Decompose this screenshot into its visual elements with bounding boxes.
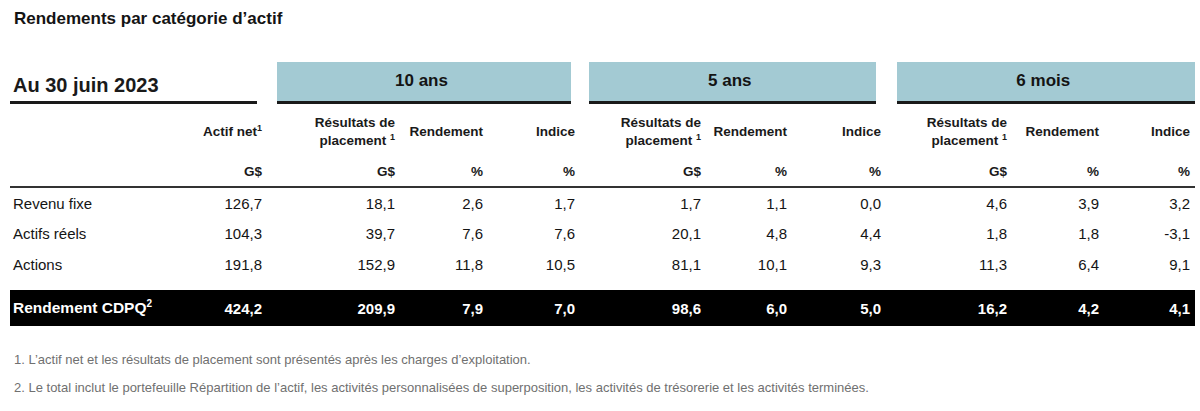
cell-rendement-5ans: 1,1 — [706, 187, 792, 218]
total-resultats-5ans: 98,6 — [580, 290, 706, 326]
col-header-indice-6mois: Indice — [1104, 102, 1195, 157]
cell-resultats-5ans: 81,1 — [580, 249, 706, 280]
total-indice-10ans: 7,0 — [488, 290, 580, 326]
unit-resultats-5ans: G$ — [580, 157, 706, 187]
spacer-cell — [10, 280, 1195, 290]
row-label: Revenu fixe — [10, 187, 178, 218]
total-resultats-6mois: 16,2 — [886, 290, 1012, 326]
unit-actif-net: G$ — [178, 157, 267, 187]
footnote-marker: 1 — [1002, 132, 1007, 142]
cell-resultats-10ans: 18,1 — [267, 187, 400, 218]
empty-header-cell — [10, 102, 178, 157]
cell-resultats-6mois: 4,6 — [886, 187, 1012, 218]
cell-rendement-5ans: 4,8 — [706, 218, 792, 249]
col-header-resultats-5ans: Résultats de placement 1 — [580, 102, 706, 157]
page-title: Rendements par catégorie d’actif — [14, 9, 1200, 29]
cell-resultats-5ans: 20,1 — [580, 218, 706, 249]
footnotes: 1. L’actif net et les résultats de place… — [14, 352, 1200, 395]
cell-actif-net: 126,7 — [178, 187, 267, 218]
total-label-text: Rendement CDPQ — [13, 299, 147, 316]
footnote-2: 2. Le total inclut le portefeuille Répar… — [14, 380, 1200, 395]
cell-resultats-5ans: 1,7 — [580, 187, 706, 218]
cell-rendement-6mois: 1,8 — [1012, 218, 1104, 249]
row-label: Actions — [10, 249, 178, 280]
cell-rendement-10ans: 11,8 — [400, 249, 488, 280]
cell-rendement-10ans: 2,6 — [400, 187, 488, 218]
unit-rendement-6mois: % — [1012, 157, 1104, 187]
col-header-label: Résultats de placement — [621, 115, 701, 148]
cell-actif-net: 104,3 — [178, 218, 267, 249]
spacer-row — [10, 280, 1195, 290]
col-header-rendement-6mois: Rendement — [1012, 102, 1104, 157]
cell-indice-10ans: 7,6 — [488, 218, 580, 249]
period-band-5-ans: 5 ans — [580, 62, 886, 102]
total-resultats-10ans: 209,9 — [267, 290, 400, 326]
cell-rendement-6mois: 6,4 — [1012, 249, 1104, 280]
unit-rendement-10ans: % — [400, 157, 488, 187]
total-row-label: Rendement CDPQ2 — [10, 290, 178, 326]
col-header-label: Résultats de placement — [927, 115, 1007, 148]
col-header-label: Résultats de placement — [315, 115, 395, 148]
col-header-resultats-6mois: Résultats de placement 1 — [886, 102, 1012, 157]
total-rendement-6mois: 4,2 — [1012, 290, 1104, 326]
col-header-indice-10ans: Indice — [488, 102, 580, 157]
cell-indice-6mois: -3,1 — [1104, 218, 1195, 249]
footnote-marker: 1 — [390, 132, 395, 142]
cell-indice-5ans: 4,4 — [792, 218, 886, 249]
footnote-marker: 1 — [696, 132, 701, 142]
cell-resultats-6mois: 1,8 — [886, 218, 1012, 249]
row-label: Actifs réels — [10, 218, 178, 249]
total-rendement-10ans: 7,9 — [400, 290, 488, 326]
unit-indice-5ans: % — [792, 157, 886, 187]
col-header-rendement-10ans: Rendement — [400, 102, 488, 157]
cell-indice-10ans: 10,5 — [488, 249, 580, 280]
total-rendement-5ans: 6,0 — [706, 290, 792, 326]
cell-indice-10ans: 1,7 — [488, 187, 580, 218]
footnote-marker: 2 — [147, 298, 153, 309]
col-header-actif-net: Actif net1 — [178, 102, 267, 157]
period-header-row: Au 30 juin 2023 10 ans 5 ans 6 mois — [10, 62, 1195, 102]
cell-indice-6mois: 3,2 — [1104, 187, 1195, 218]
table-row-revenu-fixe: Revenu fixe 126,7 18,1 2,6 1,7 1,7 1,1 0… — [10, 187, 1195, 218]
cell-actif-net: 191,8 — [178, 249, 267, 280]
cell-indice-6mois: 9,1 — [1104, 249, 1195, 280]
cell-rendement-10ans: 7,6 — [400, 218, 488, 249]
unit-indice-10ans: % — [488, 157, 580, 187]
total-row-rendement-cdpq: Rendement CDPQ2 424,2 209,9 7,9 7,0 98,6… — [10, 290, 1195, 326]
cell-rendement-6mois: 3,9 — [1012, 187, 1104, 218]
total-indice-5ans: 5,0 — [792, 290, 886, 326]
date-label: Au 30 juin 2023 — [10, 62, 267, 102]
unit-indice-6mois: % — [1104, 157, 1195, 187]
col-header-indice-5ans: Indice — [792, 102, 886, 157]
unit-rendement-5ans: % — [706, 157, 792, 187]
period-band-10-ans: 10 ans — [267, 62, 580, 102]
table-row-actifs-reels: Actifs réels 104,3 39,7 7,6 7,6 20,1 4,8… — [10, 218, 1195, 249]
cell-resultats-10ans: 39,7 — [267, 218, 400, 249]
col-header-rendement-5ans: Rendement — [706, 102, 792, 157]
footnote-1: 1. L’actif net et les résultats de place… — [14, 352, 1200, 367]
column-header-row: Actif net1 Résultats de placement 1 Rend… — [10, 102, 1195, 157]
table-row-actions: Actions 191,8 152,9 11,8 10,5 81,1 10,1 … — [10, 249, 1195, 280]
period-band-6-mois: 6 mois — [886, 62, 1195, 102]
cell-indice-5ans: 9,3 — [792, 249, 886, 280]
unit-resultats-6mois: G$ — [886, 157, 1012, 187]
cell-rendement-5ans: 10,1 — [706, 249, 792, 280]
cell-indice-5ans: 0,0 — [792, 187, 886, 218]
total-indice-6mois: 4,1 — [1104, 290, 1195, 326]
cell-resultats-6mois: 11,3 — [886, 249, 1012, 280]
unit-row: G$ G$ % % G$ % % G$ % % — [10, 157, 1195, 187]
returns-table: Au 30 juin 2023 10 ans 5 ans 6 mois Acti… — [10, 62, 1195, 326]
total-actif-net: 424,2 — [178, 290, 267, 326]
footnote-marker: 1 — [257, 123, 262, 133]
col-header-resultats-10ans: Résultats de placement 1 — [267, 102, 400, 157]
empty-unit-cell — [10, 157, 178, 187]
unit-resultats-10ans: G$ — [267, 157, 400, 187]
cell-resultats-10ans: 152,9 — [267, 249, 400, 280]
col-header-label: Actif net — [203, 124, 257, 139]
